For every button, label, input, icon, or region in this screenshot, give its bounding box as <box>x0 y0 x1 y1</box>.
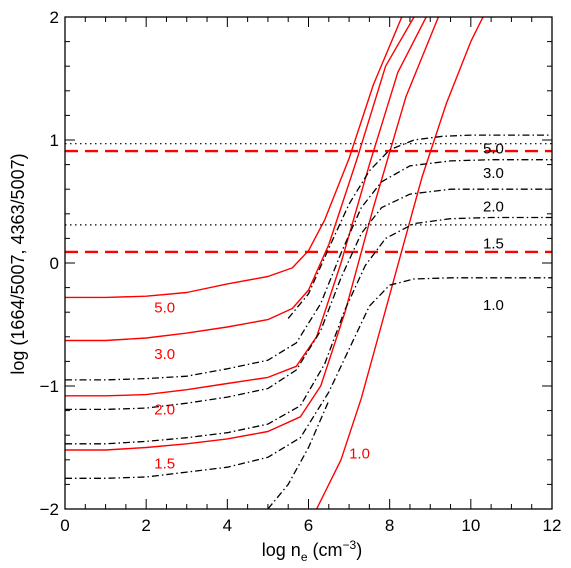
x-tick-label: 4 <box>223 516 232 535</box>
y-tick-label: 1 <box>50 131 59 150</box>
y-tick-label: 0 <box>50 254 59 273</box>
black-dashdot-curve-1-0-9 <box>65 277 552 479</box>
curve-labels: 5.0 3.0 2.0 1.5 1.0 5.0 3.0 2.0 1.5 1.0 <box>154 141 504 473</box>
black-dashdot-curve-1-5-8 <box>65 216 552 445</box>
y-tick-label: −1 <box>40 377 59 396</box>
y-tick-label: −2 <box>40 500 59 519</box>
red-solid-curve-1-0-4 <box>315 17 484 509</box>
red-curve-label-0: 5.0 <box>154 299 175 316</box>
black-curve-label-5: 5.0 <box>483 141 504 158</box>
red-solid-curve-1-5-3 <box>65 17 440 451</box>
x-tick-label: 6 <box>304 516 313 535</box>
red-curve-label-3: 1.5 <box>154 455 175 472</box>
x-tick-label: 8 <box>385 516 394 535</box>
plot-frame <box>64 16 553 510</box>
axis-ticks <box>64 16 553 510</box>
black-dashdot-curve-unlabeled-10 <box>267 400 330 509</box>
black-curve-label-6: 3.0 <box>483 165 504 182</box>
y-axis-title: log (1664/5007, 4363/5007) <box>8 153 28 374</box>
x-tick-label: 2 <box>141 516 150 535</box>
x-tick-label: 12 <box>543 516 562 535</box>
black-curve-label-9: 1.0 <box>483 297 504 314</box>
black-dashdot-curve-5-0-5 <box>287 134 552 319</box>
x-axis-title: log ne (cm−3) <box>262 538 362 564</box>
x-tick-label: 0 <box>60 516 69 535</box>
red-solid-curve-3-0-1 <box>65 17 415 342</box>
red-solid-curve-5-0-0 <box>65 17 403 299</box>
x-tick-labels: 0 2 4 6 8 10 12 <box>60 516 561 535</box>
red-curve-label-2: 2.0 <box>154 401 175 418</box>
black-dashdot-curve-3-0-6 <box>65 159 552 381</box>
black-curve-label-8: 1.5 <box>483 235 504 252</box>
red-curve-label-4: 1.0 <box>349 446 370 463</box>
red-solid-curve-2-0-2 <box>65 17 427 397</box>
red-curve-label-1: 3.0 <box>154 346 175 363</box>
black-dashdot-curve-2-0-7 <box>65 188 552 411</box>
y-tick-label: 2 <box>50 8 59 27</box>
y-tick-labels: −2 −1 0 1 2 <box>40 8 59 519</box>
x-tick-label: 10 <box>461 516 480 535</box>
series-lines <box>65 17 552 509</box>
reference-lines <box>65 143 552 254</box>
black-curve-label-7: 2.0 <box>483 198 504 215</box>
